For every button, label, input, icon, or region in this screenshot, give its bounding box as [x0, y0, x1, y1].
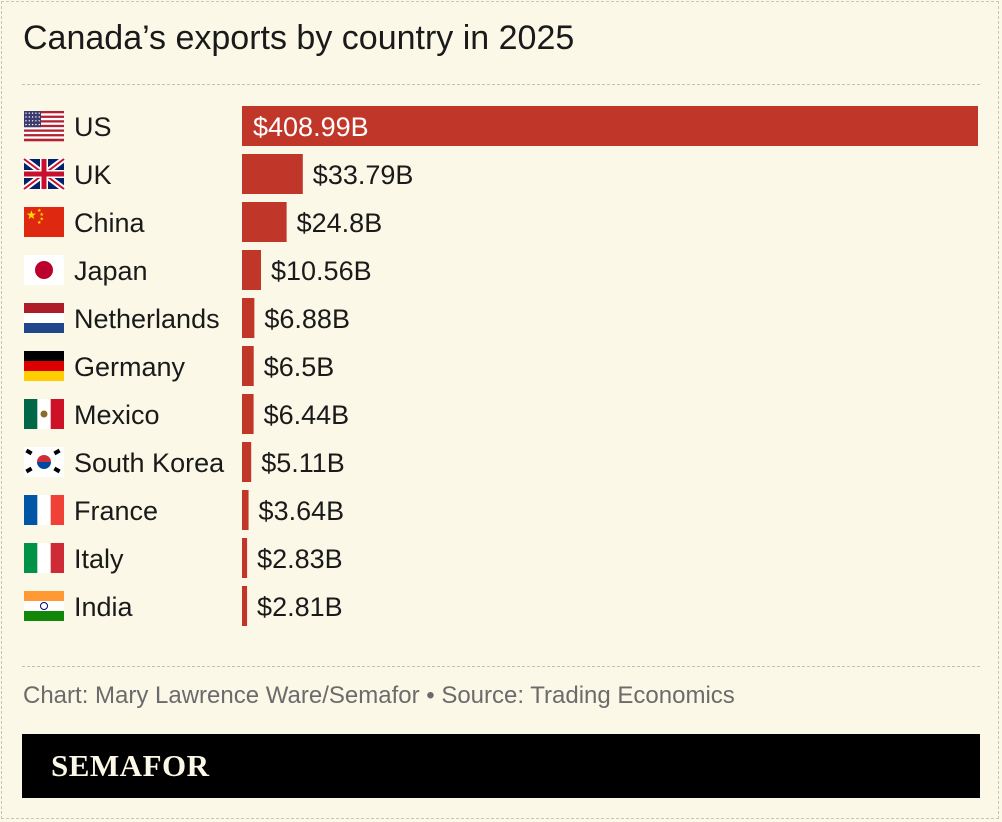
country-label: India [74, 592, 134, 622]
value-label: $10.56B [271, 256, 372, 286]
country-label: Italy [74, 544, 124, 574]
country-label: US [74, 112, 112, 142]
bar [242, 298, 255, 338]
value-label: $3.64B [259, 496, 345, 526]
flag-south-korea-icon [24, 447, 64, 477]
flag-japan-icon [24, 255, 64, 285]
country-label: China [74, 208, 146, 238]
svg-text:★: ★ [37, 220, 42, 226]
flag-india-icon [24, 591, 64, 621]
bar [242, 202, 287, 242]
bar-row: Mexico $6.44B [24, 394, 349, 434]
bar [242, 106, 978, 146]
flag-us-icon [24, 111, 64, 142]
value-label: $6.44B [264, 400, 350, 430]
country-label: South Korea [74, 448, 225, 478]
value-label: $33.79B [313, 160, 414, 190]
bar [242, 490, 249, 530]
flag-uk-icon [22, 156, 66, 192]
value-label: $2.81B [257, 592, 343, 622]
country-label: Mexico [74, 400, 160, 430]
brand-logo: SEMAFOR [51, 748, 210, 783]
bar-row: Japan $10.56B [24, 250, 372, 290]
svg-text:★: ★ [37, 208, 42, 214]
flag-france-icon [24, 495, 64, 525]
svg-text:★: ★ [26, 208, 37, 222]
flag-china-icon: ★ ★★★★ [24, 207, 64, 237]
bar-row: Germany $6.5B [24, 346, 334, 386]
chart-title: Canada’s exports by country in 2025 [23, 19, 575, 57]
flag-germany-icon [24, 351, 64, 381]
top-divider [22, 84, 980, 85]
bar [242, 154, 303, 194]
bar [242, 346, 254, 386]
flag-netherlands-icon [24, 303, 64, 333]
bottom-divider [22, 666, 980, 667]
value-label: $408.99B [253, 112, 369, 142]
svg-text:★: ★ [40, 212, 45, 218]
bar-row: Netherlands $6.88B [24, 298, 350, 338]
footer-bar: SEMAFOR [22, 734, 980, 798]
bar [242, 250, 262, 290]
bar-row: Italy $2.83B [24, 538, 343, 578]
flag-mexico-icon [24, 399, 64, 429]
country-label: UK [74, 160, 112, 190]
bar-row: UK $33.79B [22, 154, 414, 194]
country-label: Germany [74, 352, 186, 382]
bar [242, 394, 254, 434]
chart-credit: Chart: Mary Lawrence Ware/Semafor • Sour… [23, 682, 735, 709]
bar [242, 538, 248, 578]
value-label: $5.11B [261, 448, 345, 478]
country-label: Japan [74, 256, 148, 286]
value-label: $6.88B [264, 304, 350, 334]
flag-italy-icon [24, 543, 64, 573]
country-label: France [74, 496, 158, 526]
value-label: $6.5B [264, 352, 335, 382]
bar-row: France $3.64B [24, 490, 344, 530]
value-label: $2.83B [257, 544, 343, 574]
bar-row: ★ ★★★★ China $24.8B [24, 202, 382, 242]
country-label: Netherlands [74, 304, 220, 334]
bar-row: South Korea $5.11B [24, 442, 345, 482]
bar [242, 586, 248, 626]
bar-row: India $2.81B [24, 586, 343, 626]
bar [242, 442, 252, 482]
bar-row: US $408.99B [24, 106, 978, 146]
value-label: $24.8B [297, 208, 383, 238]
svg-text:★: ★ [40, 217, 45, 223]
